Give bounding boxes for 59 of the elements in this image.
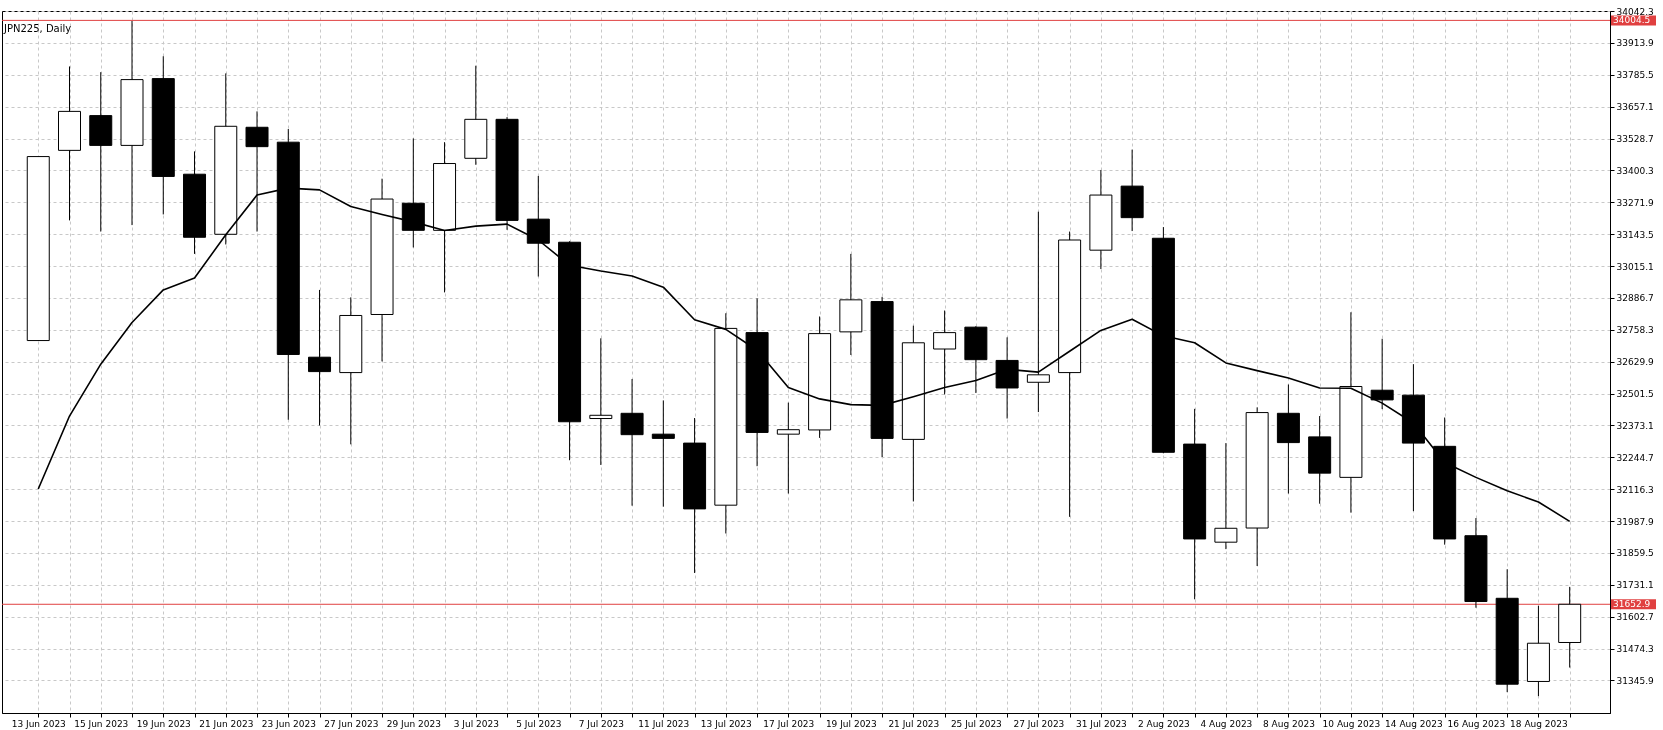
ref-line-label: 31652.9 xyxy=(1613,599,1651,610)
candlestick xyxy=(620,378,644,507)
x-tick-label: 13 Jun 2023 xyxy=(11,718,66,729)
y-tick-label: 32886.7 xyxy=(1616,293,1654,304)
candlestick xyxy=(589,337,613,466)
y-tick-label: 33785.5 xyxy=(1616,70,1654,81)
candlestick xyxy=(776,402,800,495)
candlestick xyxy=(933,310,957,395)
x-tick-label: 21 Jul 2023 xyxy=(888,718,940,729)
x-tick-label: 16 Aug 2023 xyxy=(1447,718,1506,729)
y-tick-label: 33271.9 xyxy=(1616,197,1654,208)
x-tick-label: 3 Jul 2023 xyxy=(453,718,499,729)
y-tick-label: 31602.7 xyxy=(1616,612,1654,623)
candlestick xyxy=(1026,211,1050,413)
y-tick-label: 32116.3 xyxy=(1616,484,1654,495)
x-tick-label: 17 Jul 2023 xyxy=(763,718,815,729)
x-tick-label: 23 Jun 2023 xyxy=(261,718,316,729)
x-tick-label: 5 Jul 2023 xyxy=(516,718,562,729)
x-tick-label: 10 Aug 2023 xyxy=(1322,718,1381,729)
y-tick-label: 33143.5 xyxy=(1616,229,1654,240)
x-tick-label: 19 Jun 2023 xyxy=(136,718,191,729)
candlestick xyxy=(651,399,675,508)
candlestick xyxy=(308,289,332,426)
y-tick-label: 31987.9 xyxy=(1616,516,1654,527)
y-tick-label: 32758.3 xyxy=(1616,325,1654,336)
x-tick-label: 25 Jul 2023 xyxy=(950,718,1002,729)
candlestick xyxy=(1370,338,1394,410)
y-tick-label: 31345.9 xyxy=(1616,676,1654,686)
x-tick-label: 2 Aug 2023 xyxy=(1137,718,1190,729)
y-tick-label: 31731.1 xyxy=(1616,580,1654,591)
y-tick-label: 33657.1 xyxy=(1616,102,1654,113)
x-tick-label: 7 Jul 2023 xyxy=(578,718,624,729)
y-tick-label: 32244.7 xyxy=(1616,452,1654,463)
x-tick-label: 19 Jul 2023 xyxy=(825,718,877,729)
x-tick-label: 31 Jul 2023 xyxy=(1075,718,1127,729)
x-tick-label: 29 Jun 2023 xyxy=(386,718,441,729)
y-tick-label: 31859.5 xyxy=(1616,548,1654,559)
x-tick-label: 11 Jul 2023 xyxy=(638,718,690,729)
y-tick-label: 33015.1 xyxy=(1616,261,1654,272)
y-tick-label: 34042.3 xyxy=(1616,6,1654,17)
y-tick-label: 33528.7 xyxy=(1616,134,1654,145)
x-tick-label: 21 Jun 2023 xyxy=(199,718,254,729)
x-tick-label: 27 Jun 2023 xyxy=(324,718,379,729)
x-tick-label: 4 Aug 2023 xyxy=(1200,718,1253,729)
y-tick-label: 33400.3 xyxy=(1616,165,1654,176)
y-tick-label: 33913.9 xyxy=(1616,38,1654,49)
x-tick-label: 8 Aug 2023 xyxy=(1262,718,1315,729)
y-tick-label: 31474.3 xyxy=(1616,644,1654,655)
x-tick-label: 27 Jul 2023 xyxy=(1013,718,1065,729)
y-tick-label: 32629.9 xyxy=(1616,357,1654,368)
x-tick-label: 13 Jul 2023 xyxy=(700,718,752,729)
x-tick-label: 14 Aug 2023 xyxy=(1385,718,1443,729)
x-tick-label: 15 Jun 2023 xyxy=(74,718,129,729)
y-tick-label: 32501.5 xyxy=(1616,389,1654,400)
x-tick-label: 18 Aug 2023 xyxy=(1510,718,1568,729)
ref-line-label: 34004.5 xyxy=(1613,15,1651,26)
candlestick xyxy=(1214,442,1238,550)
y-tick-label: 32373.1 xyxy=(1616,420,1654,431)
text: JPN225, Daily xyxy=(3,23,72,34)
